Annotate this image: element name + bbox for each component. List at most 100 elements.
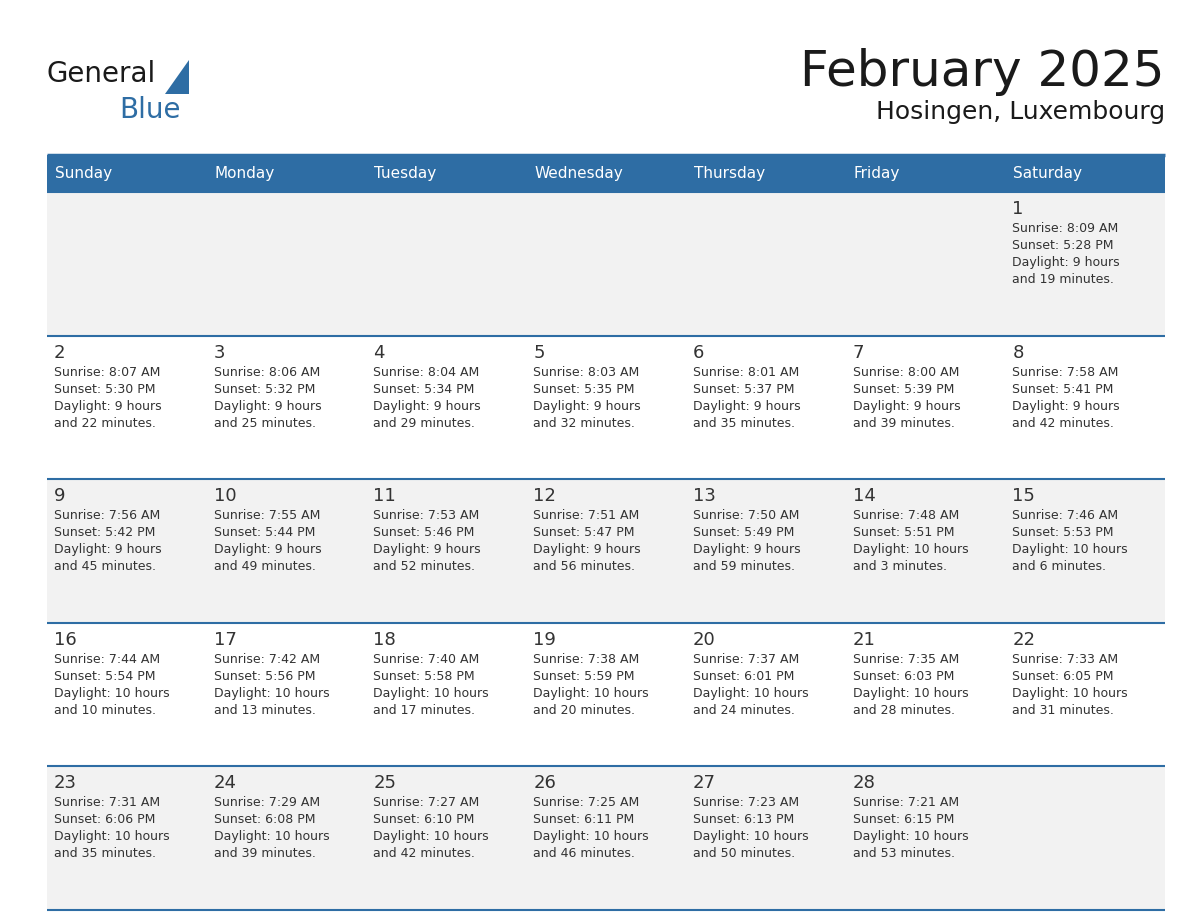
Text: Sunrise: 7:21 AM: Sunrise: 7:21 AM xyxy=(853,797,959,810)
Text: and 6 minutes.: and 6 minutes. xyxy=(1012,560,1106,573)
Text: Daylight: 10 hours: Daylight: 10 hours xyxy=(1012,687,1127,700)
Text: Daylight: 9 hours: Daylight: 9 hours xyxy=(214,543,321,556)
Text: Sunrise: 8:07 AM: Sunrise: 8:07 AM xyxy=(53,365,160,378)
Text: Blue: Blue xyxy=(119,96,181,124)
Text: and 3 minutes.: and 3 minutes. xyxy=(853,560,947,573)
Text: 19: 19 xyxy=(533,631,556,649)
Text: Daylight: 9 hours: Daylight: 9 hours xyxy=(533,543,640,556)
Text: 11: 11 xyxy=(373,487,396,505)
Text: and 20 minutes.: and 20 minutes. xyxy=(533,704,636,717)
Text: Monday: Monday xyxy=(215,166,274,181)
Text: Sunrise: 8:01 AM: Sunrise: 8:01 AM xyxy=(693,365,800,378)
Text: Daylight: 10 hours: Daylight: 10 hours xyxy=(853,543,968,556)
Text: 4: 4 xyxy=(373,343,385,362)
Text: Sunset: 5:35 PM: Sunset: 5:35 PM xyxy=(533,383,634,396)
Bar xyxy=(48,622,207,767)
Text: Sunrise: 8:09 AM: Sunrise: 8:09 AM xyxy=(1012,222,1119,235)
Text: 16: 16 xyxy=(53,631,77,649)
Bar xyxy=(207,767,366,910)
Text: and 35 minutes.: and 35 minutes. xyxy=(693,417,795,430)
Text: Sunday: Sunday xyxy=(55,166,112,181)
Text: 5: 5 xyxy=(533,343,544,362)
Text: and 53 minutes.: and 53 minutes. xyxy=(853,847,955,860)
Bar xyxy=(48,155,1165,192)
Text: and 19 minutes.: and 19 minutes. xyxy=(1012,273,1114,286)
Text: 2: 2 xyxy=(53,343,65,362)
Text: and 10 minutes.: and 10 minutes. xyxy=(53,704,156,717)
Text: Sunset: 6:13 PM: Sunset: 6:13 PM xyxy=(693,813,794,826)
Text: Sunset: 5:30 PM: Sunset: 5:30 PM xyxy=(53,383,156,396)
Bar xyxy=(207,479,366,622)
Bar xyxy=(366,336,526,479)
Text: Daylight: 10 hours: Daylight: 10 hours xyxy=(373,831,489,844)
Text: Sunset: 5:37 PM: Sunset: 5:37 PM xyxy=(693,383,795,396)
Text: Sunset: 5:39 PM: Sunset: 5:39 PM xyxy=(853,383,954,396)
Text: Sunrise: 7:46 AM: Sunrise: 7:46 AM xyxy=(1012,509,1118,522)
Polygon shape xyxy=(165,60,189,94)
Text: Daylight: 10 hours: Daylight: 10 hours xyxy=(853,687,968,700)
Text: Sunset: 5:41 PM: Sunset: 5:41 PM xyxy=(1012,383,1113,396)
Bar xyxy=(685,622,846,767)
Text: and 49 minutes.: and 49 minutes. xyxy=(214,560,316,573)
Text: Sunrise: 7:56 AM: Sunrise: 7:56 AM xyxy=(53,509,160,522)
Text: and 59 minutes.: and 59 minutes. xyxy=(693,560,795,573)
Text: and 46 minutes.: and 46 minutes. xyxy=(533,847,636,860)
Bar xyxy=(48,336,207,479)
Text: Daylight: 9 hours: Daylight: 9 hours xyxy=(373,399,481,412)
Text: Sunset: 5:46 PM: Sunset: 5:46 PM xyxy=(373,526,475,539)
Text: Sunrise: 7:53 AM: Sunrise: 7:53 AM xyxy=(373,509,480,522)
Text: 1: 1 xyxy=(1012,200,1024,218)
Text: Sunset: 5:28 PM: Sunset: 5:28 PM xyxy=(1012,239,1114,252)
Text: Sunrise: 7:35 AM: Sunrise: 7:35 AM xyxy=(853,653,959,666)
Text: Daylight: 9 hours: Daylight: 9 hours xyxy=(693,543,801,556)
Text: and 28 minutes.: and 28 minutes. xyxy=(853,704,955,717)
Text: 15: 15 xyxy=(1012,487,1035,505)
Text: Daylight: 10 hours: Daylight: 10 hours xyxy=(1012,543,1127,556)
Bar xyxy=(846,622,1005,767)
Text: Sunrise: 7:33 AM: Sunrise: 7:33 AM xyxy=(1012,653,1118,666)
Text: Daylight: 9 hours: Daylight: 9 hours xyxy=(1012,399,1120,412)
Text: Daylight: 10 hours: Daylight: 10 hours xyxy=(853,831,968,844)
Text: 26: 26 xyxy=(533,775,556,792)
Text: and 39 minutes.: and 39 minutes. xyxy=(853,417,954,430)
Text: Sunset: 5:47 PM: Sunset: 5:47 PM xyxy=(533,526,634,539)
Text: Daylight: 9 hours: Daylight: 9 hours xyxy=(373,543,481,556)
Bar xyxy=(48,479,207,622)
Text: 25: 25 xyxy=(373,775,397,792)
Bar xyxy=(1005,767,1165,910)
Bar xyxy=(846,479,1005,622)
Text: Daylight: 9 hours: Daylight: 9 hours xyxy=(1012,256,1120,269)
Text: Sunset: 5:44 PM: Sunset: 5:44 PM xyxy=(214,526,315,539)
Text: Sunrise: 8:00 AM: Sunrise: 8:00 AM xyxy=(853,365,959,378)
Text: Thursday: Thursday xyxy=(694,166,765,181)
Text: 21: 21 xyxy=(853,631,876,649)
Text: Sunset: 6:15 PM: Sunset: 6:15 PM xyxy=(853,813,954,826)
Text: Sunset: 5:56 PM: Sunset: 5:56 PM xyxy=(214,670,315,683)
Text: Sunrise: 8:06 AM: Sunrise: 8:06 AM xyxy=(214,365,320,378)
Text: Sunrise: 7:58 AM: Sunrise: 7:58 AM xyxy=(1012,365,1119,378)
Text: Sunrise: 7:51 AM: Sunrise: 7:51 AM xyxy=(533,509,639,522)
Text: Daylight: 10 hours: Daylight: 10 hours xyxy=(693,687,809,700)
Text: Saturday: Saturday xyxy=(1013,166,1082,181)
Text: 17: 17 xyxy=(214,631,236,649)
Text: 20: 20 xyxy=(693,631,715,649)
Text: 10: 10 xyxy=(214,487,236,505)
Text: and 29 minutes.: and 29 minutes. xyxy=(373,417,475,430)
Text: Daylight: 10 hours: Daylight: 10 hours xyxy=(53,831,170,844)
Text: Daylight: 9 hours: Daylight: 9 hours xyxy=(693,399,801,412)
Text: and 52 minutes.: and 52 minutes. xyxy=(373,560,475,573)
Bar xyxy=(207,622,366,767)
Bar xyxy=(685,192,846,336)
Text: 9: 9 xyxy=(53,487,65,505)
Text: Daylight: 9 hours: Daylight: 9 hours xyxy=(853,399,960,412)
Bar xyxy=(366,767,526,910)
Bar xyxy=(526,192,685,336)
Bar xyxy=(846,336,1005,479)
Text: Sunset: 6:05 PM: Sunset: 6:05 PM xyxy=(1012,670,1114,683)
Text: Sunset: 5:32 PM: Sunset: 5:32 PM xyxy=(214,383,315,396)
Text: Sunrise: 7:55 AM: Sunrise: 7:55 AM xyxy=(214,509,320,522)
Text: and 31 minutes.: and 31 minutes. xyxy=(1012,704,1114,717)
Text: and 25 minutes.: and 25 minutes. xyxy=(214,417,316,430)
Bar xyxy=(526,622,685,767)
Text: Daylight: 10 hours: Daylight: 10 hours xyxy=(373,687,489,700)
